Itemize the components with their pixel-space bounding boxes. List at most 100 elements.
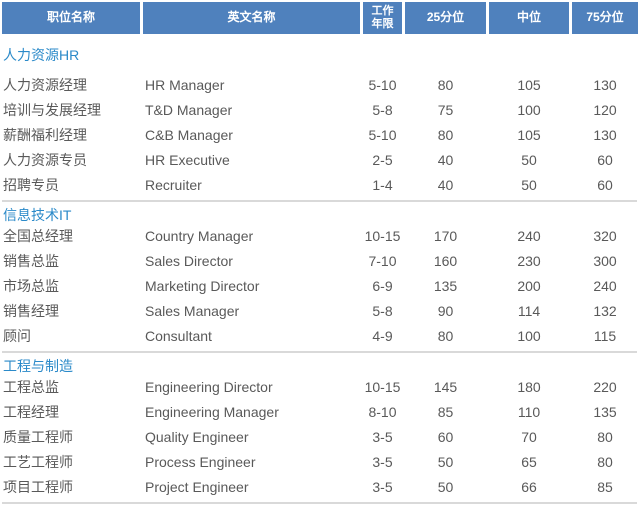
salary-table-body: 人力资源HR 人力资源经理 HR Manager 5-10 80 105 130 培训与发展经… [0, 47, 640, 504]
cell-percentile-75: 132 [593, 302, 617, 319]
cell-percentile-25: 40 [437, 176, 454, 193]
cell-median: 100 [517, 101, 541, 118]
section-title: 人力资源HR [3, 47, 80, 63]
cell-job-title-en: Project Engineer [145, 478, 249, 495]
cell-percentile-25: 80 [437, 126, 454, 143]
cell-percentile-75: 130 [593, 126, 617, 143]
cell-work-years: 1-4 [372, 176, 393, 193]
cell-job-title-cn: 市场总监 [3, 277, 59, 294]
cell-percentile-75: 300 [593, 252, 617, 269]
table-header: 职位名称 英文名称 工作年限 25分位 中位 75分位 [2, 2, 638, 34]
cell-percentile-25: 90 [437, 302, 454, 319]
section-title: 信息技术IT [3, 207, 72, 223]
cell-job-title-cn: 工艺工程师 [3, 453, 73, 470]
cell-work-years: 5-10 [368, 126, 397, 143]
cell-work-years: 10-15 [364, 227, 401, 244]
cell-percentile-75: 130 [593, 76, 617, 93]
cell-job-title-en: Consultant [145, 327, 212, 344]
cell-job-title-cn: 顾问 [3, 327, 31, 344]
cell-work-years: 7-10 [368, 252, 397, 269]
cell-percentile-25: 160 [433, 252, 458, 269]
cell-work-years: 5-8 [372, 302, 393, 319]
cell-median: 66 [521, 478, 537, 495]
header-percentile-25: 25分位 [405, 2, 486, 34]
cell-job-title-cn: 薪酬福利经理 [3, 126, 87, 143]
cell-job-title-cn: 工程经理 [3, 403, 59, 420]
table-row: 培训与发展经理 T&D Manager 5-8 75 100 120 [2, 97, 640, 122]
table-row: 招聘专员 Recruiter 1-4 40 50 60 [2, 172, 640, 197]
cell-median: 70 [521, 428, 537, 445]
cell-percentile-25: 145 [433, 378, 458, 395]
cell-work-years: 10-15 [364, 378, 401, 395]
cell-job-title-en: Recruiter [145, 176, 202, 193]
cell-job-title-cn: 工程总监 [3, 378, 59, 395]
cell-percentile-75: 240 [593, 277, 617, 294]
cell-median: 50 [521, 151, 537, 168]
section-title: 工程与制造 [3, 358, 73, 374]
cell-job-title-en: Marketing Director [145, 277, 260, 294]
cell-percentile-75: 60 [597, 151, 613, 168]
cell-job-title-cn: 销售经理 [3, 302, 59, 319]
table-row: 市场总监 Marketing Director 6-9 135 200 240 [2, 273, 640, 298]
cell-job-title-cn: 招聘专员 [3, 176, 59, 193]
table-row: 质量工程师 Quality Engineer 3-5 60 70 80 [2, 424, 640, 449]
cell-percentile-75: 60 [597, 176, 613, 193]
section-divider [2, 351, 637, 353]
header-work-years: 工作年限 [363, 2, 402, 34]
cell-job-title-cn: 质量工程师 [3, 428, 73, 445]
table-row: 人力资源经理 HR Manager 5-10 80 105 130 [2, 72, 640, 97]
header-job-title-cn: 职位名称 [2, 2, 140, 34]
cell-percentile-25: 80 [437, 76, 454, 93]
cell-median: 110 [517, 403, 541, 420]
salary-section: 人力资源HR 人力资源经理 HR Manager 5-10 80 105 130 培训与发展经… [0, 47, 640, 202]
cell-job-title-cn: 项目工程师 [3, 478, 73, 495]
cell-job-title-en: Sales Manager [145, 302, 240, 319]
cell-median: 114 [517, 302, 541, 319]
cell-percentile-25: 80 [437, 327, 454, 344]
cell-median: 100 [517, 327, 541, 344]
cell-percentile-75: 320 [593, 227, 617, 244]
table-row: 工程经理 Engineering Manager 8-10 85 110 135 [2, 399, 640, 424]
cell-work-years: 8-10 [368, 403, 397, 420]
cell-work-years: 3-5 [372, 453, 393, 470]
table-row: 工艺工程师 Process Engineer 3-5 50 65 80 [2, 449, 640, 474]
cell-percentile-25: 50 [437, 453, 454, 470]
cell-job-title-cn: 销售总监 [3, 252, 59, 269]
header-median: 中位 [489, 2, 569, 34]
cell-job-title-en: Engineering Director [145, 378, 273, 395]
cell-percentile-75: 120 [593, 101, 617, 118]
cell-percentile-25: 170 [433, 227, 458, 244]
cell-job-title-en: T&D Manager [145, 101, 233, 118]
cell-median: 180 [517, 378, 541, 395]
cell-percentile-75: 80 [597, 453, 613, 470]
cell-percentile-75: 220 [593, 378, 617, 395]
table-row: 人力资源专员 HR Executive 2-5 40 50 60 [2, 147, 640, 172]
cell-median: 105 [517, 126, 541, 143]
table-row: 顾问 Consultant 4-9 80 100 115 [2, 323, 640, 348]
table-row: 销售总监 Sales Director 7-10 160 230 300 [2, 248, 640, 273]
cell-median: 230 [517, 252, 541, 269]
cell-work-years: 2-5 [372, 151, 393, 168]
cell-percentile-75: 80 [597, 428, 613, 445]
cell-job-title-en: Process Engineer [145, 453, 256, 470]
cell-work-years: 3-5 [372, 428, 393, 445]
cell-job-title-en: Country Manager [145, 227, 254, 244]
cell-job-title-cn: 人力资源专员 [3, 151, 87, 168]
header-job-title-en: 英文名称 [143, 2, 360, 34]
cell-work-years: 3-5 [372, 478, 393, 495]
table-row: 薪酬福利经理 C&B Manager 5-10 80 105 130 [2, 122, 640, 147]
cell-median: 105 [517, 76, 541, 93]
cell-percentile-75: 135 [593, 403, 617, 420]
cell-median: 240 [517, 227, 541, 244]
cell-percentile-75: 85 [597, 478, 613, 495]
cell-percentile-25: 135 [433, 277, 458, 294]
section-divider [2, 200, 637, 202]
cell-job-title-en: HR Executive [145, 151, 230, 168]
cell-percentile-25: 85 [437, 403, 454, 420]
cell-job-title-cn: 全国总经理 [3, 227, 73, 244]
cell-job-title-en: C&B Manager [145, 126, 233, 143]
cell-job-title-en: Quality Engineer [145, 428, 249, 445]
cell-job-title-cn: 人力资源经理 [3, 76, 87, 93]
table-row: 项目工程师 Project Engineer 3-5 50 66 85 [2, 474, 640, 499]
cell-median: 200 [517, 277, 541, 294]
